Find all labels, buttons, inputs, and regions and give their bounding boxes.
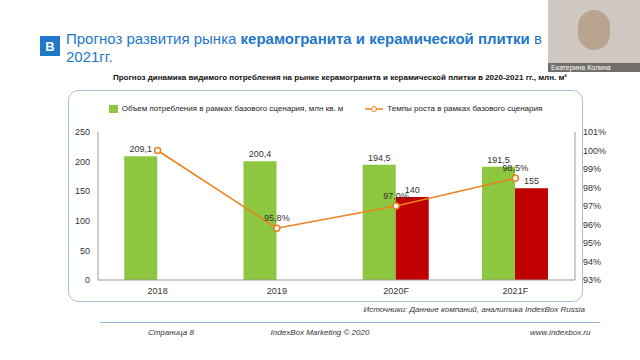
svg-text:101%: 101% [583,127,606,137]
html-text:Прогноз развития рынка керамог: Прогноз развития рынка керамогранита и к… [66,30,542,65]
svg-text:194,5: 194,5 [368,153,391,163]
html-text:Источники: Данные компаний, ан: Источники: Данные компаний, аналитика In… [363,305,585,314]
svg-text:96%: 96% [583,220,601,230]
svg-text:191,5: 191,5 [487,154,510,165]
html-text:Страница 8: Страница 8 [148,328,194,337]
svg-text:250: 250 [75,127,90,137]
svg-text:95%: 95% [583,238,601,248]
svg-text:155: 155 [524,176,539,186]
svg-text:98,5%: 98,5% [503,163,529,173]
svg-text:50: 50 [80,246,90,256]
svg-text:95,8%: 95,8% [264,213,290,223]
html-text:B: B [45,38,55,54]
html-text:Екатерина Колина: Екатерина Колина [551,64,611,71]
svg-text:150: 150 [75,186,90,196]
html-text:IndexBox Marketing © 2020: IndexBox Marketing © 2020 [270,328,370,337]
svg-text:2018: 2018 [148,286,168,296]
svg-text:0: 0 [85,275,90,285]
html-text:Объем потребления в рамках баз: Объем потребления в рамках базового сцен… [121,104,344,113]
svg-text:2019: 2019 [267,286,287,296]
svg-text:209,1: 209,1 [129,144,152,154]
svg-text:99%: 99% [583,164,601,174]
svg-text:100%: 100% [583,146,606,156]
svg-text:93%: 93% [583,275,601,285]
svg-text:2020F: 2020F [383,286,409,296]
svg-text:200,4: 200,4 [249,149,272,159]
html-text:Темпы роста в рамках базового: Темпы роста в рамках базового сценария [387,104,543,113]
svg-text:100: 100 [75,216,90,226]
svg-text:97%: 97% [583,201,601,211]
svg-text:140: 140 [404,185,420,196]
svg-text:98%: 98% [583,183,601,193]
html-text:www.indexbox.ru: www.indexbox.ru [530,328,591,337]
svg-text:200: 200 [75,157,90,167]
svg-text:2021F: 2021F [503,286,529,296]
svg-text:97,0%: 97,0% [383,191,409,201]
svg-text:94%: 94% [583,257,601,267]
html-text:Прогноз динамика видимого потр: Прогноз динамика видимого потребления на… [113,73,567,82]
